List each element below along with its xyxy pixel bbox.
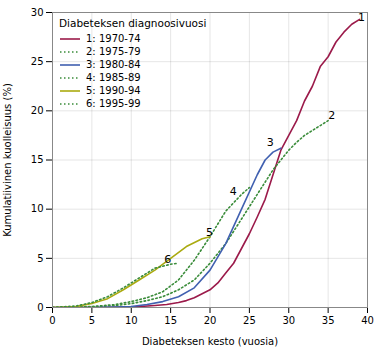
html-text:1: 1970-74: 1: 1970-74 (86, 33, 141, 44)
svg-text:25: 25 (243, 315, 256, 326)
html-text:3: 1980-84: 3: 1980-84 (86, 59, 141, 70)
html-text:Diabeteksen diagnoosivuosi: Diabeteksen diagnoosivuosi (59, 17, 207, 29)
svg-text:4: 4 (230, 185, 237, 198)
svg-text:10: 10 (125, 315, 138, 326)
svg-text:35: 35 (322, 315, 335, 326)
svg-text:5: 5 (89, 315, 95, 326)
svg-text:1: 1 (358, 10, 365, 24)
svg-text:15: 15 (31, 154, 44, 165)
svg-text:30: 30 (31, 7, 44, 18)
svg-text:15: 15 (164, 315, 177, 326)
svg-text:2: 2 (328, 109, 335, 122)
svg-text:30: 30 (282, 315, 295, 326)
svg-text:5: 5 (206, 226, 213, 239)
html-text:6: 1995-99: 6: 1995-99 (86, 98, 141, 109)
svg-text:Kumulatiivinen kuolleisuus (%): Kumulatiivinen kuolleisuus (%) (2, 83, 13, 237)
svg-text:10: 10 (31, 203, 44, 214)
svg-text:40: 40 (361, 315, 374, 326)
svg-text:3: 3 (267, 136, 274, 149)
html-text:4: 1985-89: 4: 1985-89 (86, 72, 141, 83)
html-text:2: 1975-79: 2: 1975-79 (86, 46, 141, 57)
html-text:5: 1990-94: 5: 1990-94 (86, 85, 141, 96)
svg-text:25: 25 (31, 56, 44, 67)
svg-text:20: 20 (204, 315, 217, 326)
svg-text:Diabeteksen kesto (vuosia): Diabeteksen kesto (vuosia) (142, 336, 278, 347)
svg-text:20: 20 (31, 105, 44, 116)
svg-text:6: 6 (164, 253, 171, 266)
svg-text:5: 5 (37, 253, 43, 264)
svg-text:0: 0 (49, 315, 55, 326)
svg-text:0: 0 (37, 302, 43, 313)
